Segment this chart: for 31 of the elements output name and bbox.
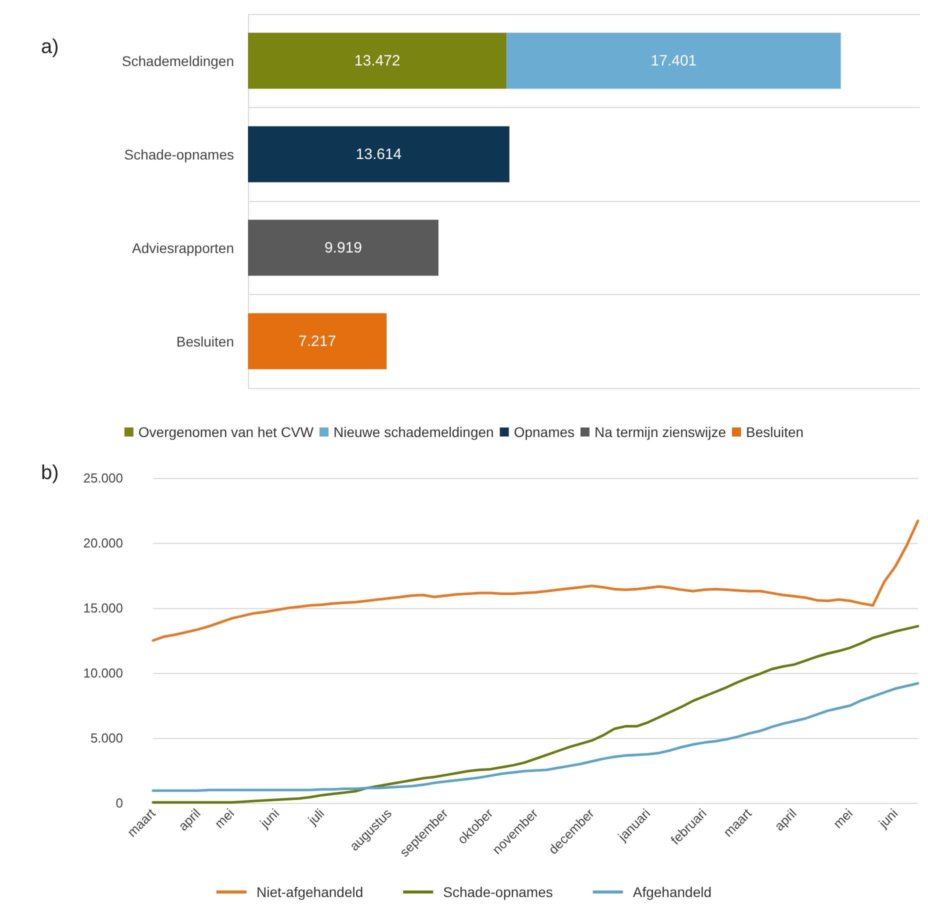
data-label: 17.401 — [650, 52, 697, 70]
y-tick-label: Adviesrapporten — [132, 240, 234, 256]
chart-title: b) — [41, 462, 59, 484]
line-series — [152, 624, 920, 804]
data-label: 7.217 — [298, 332, 336, 350]
legend-label: Nieuwe schademeldingen — [333, 424, 494, 440]
x-tick-label: mei — [212, 806, 238, 832]
y-tick-label: Besluiten — [176, 333, 234, 350]
y-tick-label: 20.000 — [83, 536, 123, 550]
line-series — [152, 520, 920, 642]
y-tick-label: Schademeldingen — [122, 52, 234, 69]
y-tick-label: 15.000 — [83, 600, 123, 616]
legend-label: Afgehandeld — [632, 884, 712, 900]
legend-label: Opnames — [514, 424, 575, 440]
x-tick-label: juli — [304, 806, 328, 828]
data-label: 13.614 — [356, 146, 402, 163]
legend-label: Niet-afgehandeld — [256, 884, 364, 900]
text: a) — [41, 36, 59, 58]
data-label: 13.472 — [354, 52, 400, 70]
legend-label: Schade-opnames — [443, 884, 553, 900]
legend-label: Besluiten — [746, 424, 804, 440]
y-tick-label: Schade-opnames — [124, 146, 234, 162]
y-tick-label: 5.000 — [90, 730, 123, 746]
x-tick-label: mei — [830, 806, 856, 832]
data-label: 9.919 — [324, 239, 362, 256]
line-series — [152, 682, 920, 792]
legend-label: Overgenomen van het CVW — [138, 424, 314, 440]
y-tick-label: 25.000 — [83, 470, 123, 486]
y-tick-label: 0 — [116, 796, 123, 810]
y-tick-label: 10.000 — [83, 666, 123, 680]
legend-label: Na termijn zienswijze — [594, 424, 726, 440]
